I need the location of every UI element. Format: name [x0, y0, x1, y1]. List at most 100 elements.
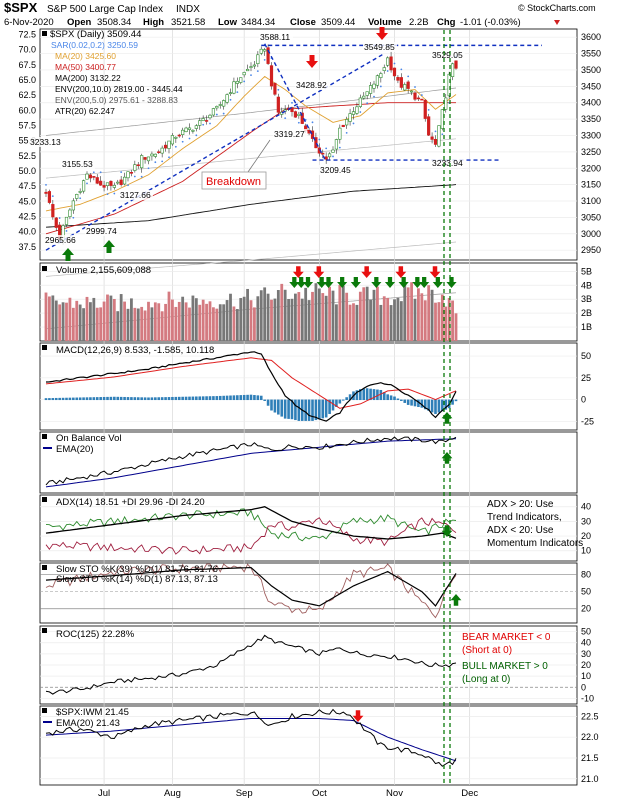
candle-body — [112, 184, 116, 188]
volume-bar — [399, 301, 403, 341]
volume-bar — [130, 298, 133, 341]
volume-bar — [444, 306, 448, 341]
price-callout: 3233.13 — [30, 137, 61, 147]
candle-body — [194, 125, 198, 129]
macd-histogram-bar — [154, 397, 157, 401]
macd-histogram-bar — [362, 388, 366, 401]
macd-histogram-bar — [54, 397, 58, 401]
candle-body — [399, 77, 403, 88]
volume-bar — [389, 305, 393, 341]
macd-histogram-bar — [109, 396, 113, 401]
candle-body — [351, 111, 356, 115]
price-callout-bg — [319, 165, 353, 175]
volume-bar — [205, 303, 208, 341]
candle-body — [157, 151, 161, 154]
ratio-title: $SPX:IWM 21.45 — [56, 707, 129, 718]
left-tick-label: 55.0 — [18, 136, 36, 146]
candle-body — [235, 80, 239, 84]
macd-histogram-bar — [225, 395, 229, 401]
candle-body — [280, 111, 284, 115]
price-legend: $SPX (Daily) 3509.44 SAR(0.02,0.2) 3250.… — [42, 29, 183, 116]
candle-body — [450, 63, 455, 77]
candle-body — [126, 171, 130, 179]
price-tick-label: 3400 — [581, 98, 601, 108]
volume-bar — [417, 288, 420, 341]
volume-tick-label: 2B — [581, 308, 592, 318]
breakdown-box — [201, 171, 267, 190]
macd-histogram-bar — [164, 397, 167, 401]
price-callout-bg — [363, 42, 397, 52]
volume-bar — [184, 302, 188, 341]
candle-body — [85, 173, 89, 180]
bear-note-1: BEAR MARKET < 0 — [462, 632, 551, 643]
adx-tick-label: 40 — [581, 502, 591, 512]
price-callout: 3209.45 — [320, 165, 351, 175]
sar-dot — [263, 58, 266, 61]
sar-dot — [352, 122, 355, 125]
ma50-line — [45, 102, 456, 235]
price-tick-label: 3500 — [581, 65, 601, 75]
sto39-title: Slow STO %K(39) %D(1) 81.76, 81.76 — [56, 564, 218, 575]
candle-body — [225, 94, 229, 103]
open-label: Open — [67, 17, 91, 28]
candle-body — [75, 194, 79, 199]
volume-bar — [396, 297, 400, 341]
macd-histogram-bar — [413, 399, 417, 407]
candle-body — [382, 67, 386, 71]
macd-histogram-bar — [348, 394, 352, 401]
macd-histogram-bar — [280, 399, 284, 417]
macd-histogram-bar — [147, 397, 150, 401]
sar-dot — [393, 62, 396, 65]
price-callout-bg — [431, 158, 465, 168]
obv-ema-label: EMA(20) — [56, 444, 93, 455]
volume-bar — [44, 292, 48, 341]
roc-title: ROC(125) 22.28% — [56, 629, 135, 640]
macd-histogram-bar — [126, 397, 130, 401]
sar-dot — [79, 197, 82, 200]
volume-bar — [280, 283, 284, 341]
volume-bar — [331, 290, 335, 341]
volume-bar — [181, 296, 185, 341]
macd-histogram-bar — [229, 395, 232, 401]
macd-histogram-bar — [365, 388, 369, 401]
sar-dot — [202, 123, 205, 126]
green-down-arrow-icon — [419, 276, 430, 288]
sar-dot — [318, 138, 321, 141]
volume-bar — [126, 308, 130, 341]
watermark: © StockCharts.com — [518, 3, 596, 13]
sar-dot — [427, 108, 430, 111]
sar-dot — [325, 147, 328, 150]
volume-tick-label: 4B — [581, 280, 592, 290]
volume-bar — [345, 292, 349, 341]
candle-body — [187, 127, 192, 130]
macd-histogram-bar — [359, 389, 362, 401]
candle-body — [136, 164, 140, 167]
candle-body — [372, 83, 376, 89]
left-tick-label: 45.0 — [18, 196, 36, 206]
macd-histogram-bar — [140, 397, 143, 401]
chart-symbol: $SPX — [4, 0, 38, 15]
macd-histogram-bar — [331, 399, 335, 411]
price-callout: 2965.66 — [45, 235, 76, 245]
volume-bar — [78, 304, 82, 341]
sto14-title: Slow STO %K(14) %D(1) 87.13, 87.13 — [56, 574, 218, 585]
candle-body — [379, 73, 383, 78]
candle-body — [222, 100, 226, 107]
adx-title: ADX(14) 18.51 +DI 29.96 -DI 24.20 — [56, 497, 205, 508]
volume-bar — [160, 311, 164, 341]
macd-histogram-bar — [372, 389, 376, 401]
macd-histogram-bar — [410, 399, 413, 406]
macd-histogram-bar — [191, 396, 195, 401]
red-down-arrow-icon — [361, 266, 373, 278]
macd-histogram-bar — [290, 399, 294, 420]
macd-histogram-bar — [239, 395, 243, 401]
price-callout-bg — [61, 159, 95, 169]
macd-histogram-bar — [434, 399, 437, 414]
volume-bar — [393, 299, 396, 341]
sto-tick-label: 20 — [581, 604, 591, 614]
adx-note-3: ADX < 20: Use — [487, 525, 554, 536]
macd-tick-label: 25 — [581, 373, 591, 383]
candle-body — [396, 77, 400, 81]
macd-histogram-bar — [61, 397, 65, 401]
candle-body — [259, 48, 263, 54]
